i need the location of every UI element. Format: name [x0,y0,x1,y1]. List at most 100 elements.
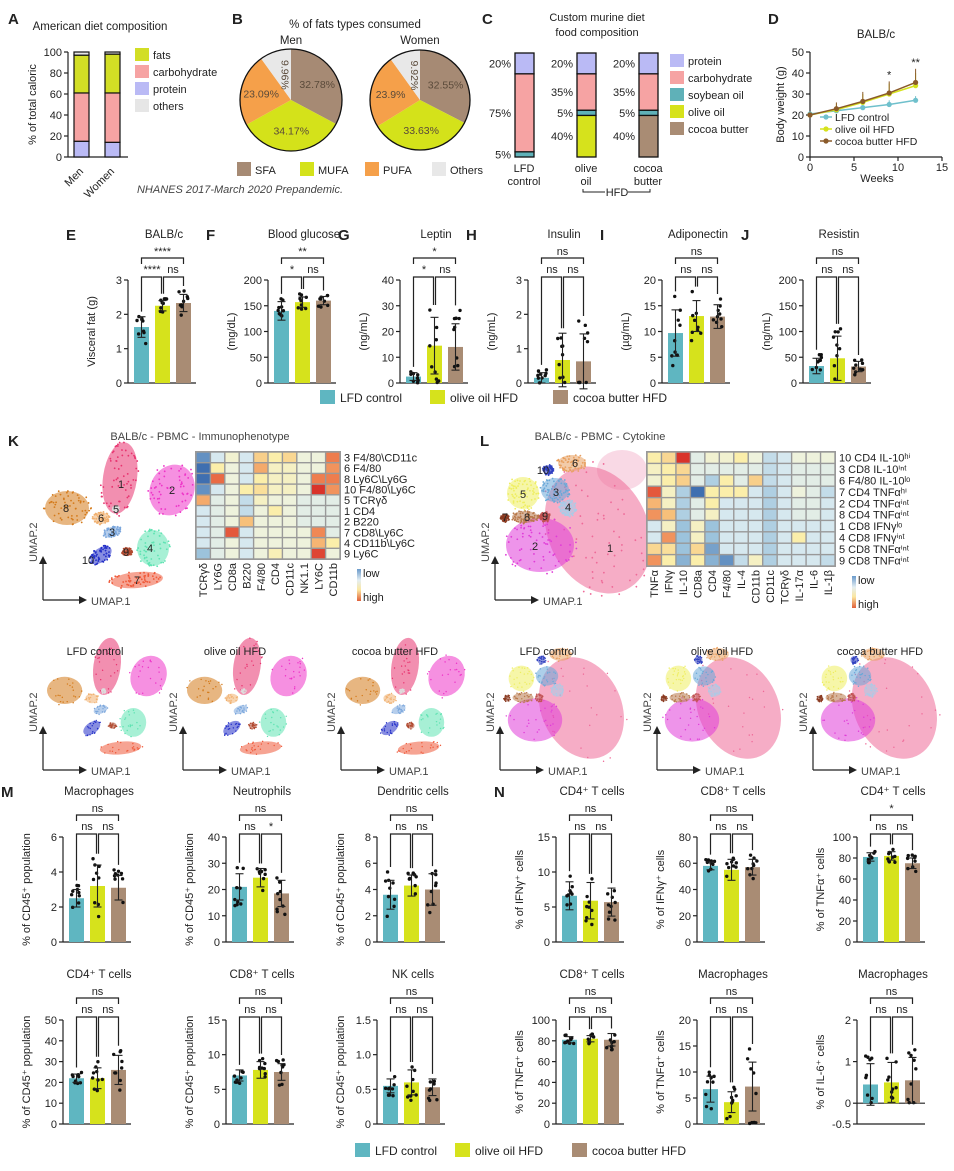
umap-cell-dot [665,699,668,701]
chart-title: Resistin [819,229,860,241]
umap-cell-dot [151,480,154,483]
umap-cell-dot [512,487,515,490]
y-tick-label: 10 [792,131,804,143]
umap-cell-dot [677,672,680,674]
umap-cell-dot [225,698,228,700]
umap-cell-dot [138,747,140,750]
umap-cell-dot [862,726,865,729]
umap-cell-dot [133,749,135,752]
umap-cell-dot [103,529,106,532]
umap-cell-dot [686,693,688,695]
x-tick-label: 5 [851,162,857,174]
significance-bracket-left [389,1016,412,1072]
umap-cell-dot [553,518,556,521]
umap-cell-dot [116,445,119,447]
umap-cell-dot [299,662,302,665]
umap-cell-dot [563,470,566,473]
data-point [261,888,265,893]
umap-cell-dot [103,502,105,505]
umap-cell-dot [107,520,110,523]
umap-cell-dot [695,672,698,675]
significance-label-left: ns [574,821,586,833]
significance-label-right: ns [102,1004,114,1016]
umap-cell-dot [869,679,871,682]
data-point [179,313,183,317]
data-point [865,1093,870,1097]
umap-cell-dot [679,717,682,719]
umap-cell-dot [114,575,117,578]
umap-cell-dot [551,709,553,711]
umap-cell-dot [66,490,69,492]
umap-cell-dot [536,699,538,702]
umap-cell-dot [710,686,713,688]
data-point [860,98,866,104]
significance-label-right: ns [265,1004,277,1016]
umap-cell-dot [529,529,532,532]
heatmap-cell [283,463,297,473]
umap-cell-dot [405,751,408,753]
umap-cell-dot [426,714,428,716]
umap-cell-dot [435,720,438,723]
umap-cell-dot [548,470,551,473]
umap-cell-dot [399,692,401,695]
data-point [866,857,871,862]
data-point [584,919,588,923]
umap-cell-dot [94,551,97,554]
umap-cell-dot [224,733,226,735]
umap-cell-dot [852,696,854,699]
data-point [734,865,738,869]
umap-cell-dot [520,510,522,513]
umap-cell-dot [680,703,682,705]
umap-cell-dot [525,518,528,521]
umap-cell-dot [132,478,135,481]
umap-cell-dot [540,663,543,665]
umap-cell-dot [852,658,855,660]
umap-cell-dot [90,554,93,556]
umap-cell-dot [551,687,554,689]
umap-cell-dot [125,552,127,555]
umap-cell-dot [557,560,560,563]
umap-cell-dot [65,491,68,494]
umap-cell-dot [136,460,139,462]
heatmap-cell [283,506,297,516]
umap-cell-dot [521,512,524,515]
data-point [383,1086,388,1091]
heatmap-cell [196,452,210,462]
heatmap-col-label: TCRγδ [779,570,791,604]
umap-cell-dot [868,726,871,728]
umap-cluster-4 [119,708,147,738]
heatmap-col-label: IL-10 [678,570,690,595]
umap-cell-dot [660,697,663,699]
umap-cell-dot [150,660,152,663]
data-point [77,894,81,898]
umap-cell-dot [239,708,241,711]
umap-cell-dot [43,507,46,510]
data-point [120,877,125,881]
umap-cell-dot [542,559,545,561]
umap-cell-dot [602,514,605,517]
umap-cell-dot [851,700,854,702]
data-point [861,367,865,372]
umap-cell-dot [589,593,592,595]
heatmap-col-label: LY6G [213,563,225,590]
umap-cell-dot [72,702,74,704]
umap-cell-dot [563,457,566,460]
data-point [885,1056,889,1061]
data-point [121,900,125,905]
legend-swatch [135,65,149,78]
umap-cell-dot [511,667,514,669]
heatmap-cell [720,543,734,554]
legend-swatch [300,162,314,176]
umap-cell-dot [526,483,528,486]
heatmap-cell [734,475,748,486]
umap-cell-dot [855,697,858,699]
umap-cell-dot [93,556,96,559]
umap-cell-dot [528,515,531,518]
significance-bracket-left [674,276,697,292]
umap-cell-dot [123,506,126,509]
data-point [906,853,910,858]
umap-cell-dot [131,724,134,726]
umap-cluster-2 [426,654,466,699]
